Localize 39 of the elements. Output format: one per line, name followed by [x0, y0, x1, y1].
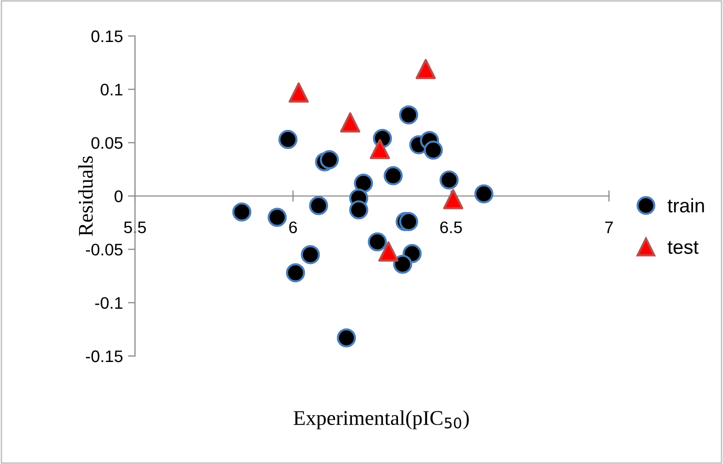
point: [370, 138, 390, 160]
x-tick-label: 7: [605, 222, 613, 234]
point: [424, 140, 443, 160]
point: [416, 58, 436, 80]
point: [340, 112, 360, 132]
x-tick-label: 5.5: [124, 222, 146, 234]
point: [336, 328, 356, 348]
point: [354, 174, 374, 193]
point: [349, 200, 368, 220]
point: [399, 212, 418, 232]
x-tick-label: 6: [289, 221, 297, 234]
point: [393, 254, 412, 274]
point: [232, 202, 252, 222]
point: [443, 189, 464, 210]
legend-label: test: [668, 241, 699, 254]
x-axis-title: Experimental(pIC$_{50}$): [294, 410, 469, 430]
x-tick-label: 6.5: [440, 221, 462, 234]
point: [278, 130, 298, 150]
point: [309, 196, 328, 216]
point: [399, 105, 418, 124]
y-tick-label: -0.1: [95, 297, 122, 309]
y-tick-label: 0.15: [91, 30, 122, 42]
y-axis-title: Residuals: [78, 156, 93, 236]
point: [288, 82, 309, 103]
point: [474, 184, 494, 204]
point: [440, 170, 459, 190]
point: [384, 166, 403, 186]
point: [378, 241, 399, 262]
point: [320, 150, 339, 170]
y-tick-label: 0.1: [100, 84, 122, 96]
y-tick-label: -0.15: [86, 350, 122, 362]
point: [286, 263, 306, 282]
legend-label: train: [668, 198, 704, 212]
point: [300, 245, 320, 264]
y-tick-label: -0.05: [86, 244, 122, 256]
y-tick-label: 0.05: [91, 137, 122, 149]
y-tick-label: 0: [114, 190, 123, 202]
point: [268, 208, 287, 227]
point: [368, 232, 387, 252]
